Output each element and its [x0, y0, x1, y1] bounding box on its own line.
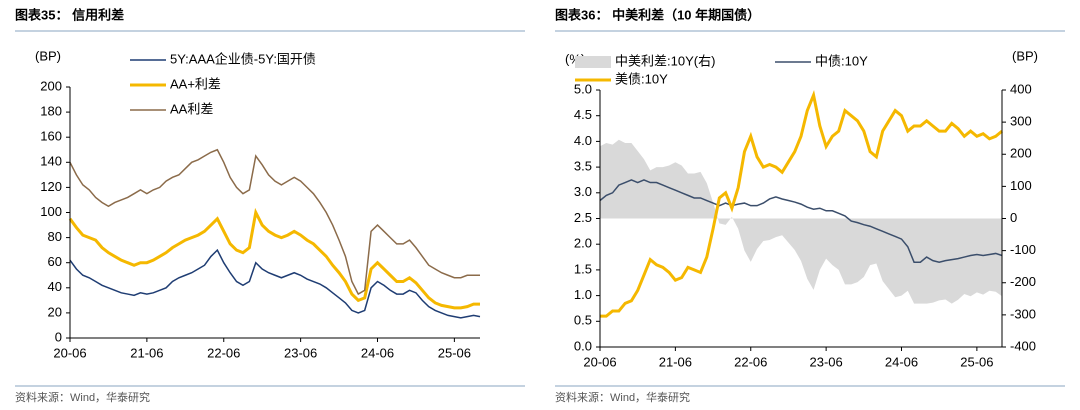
- y-axis-label: (BP): [35, 48, 61, 63]
- chart-title: 图表36： 中美利差（10 年期国债）: [555, 7, 760, 22]
- y-tick-label: 1.0: [574, 287, 592, 302]
- legend-label: 中债:10Y: [815, 53, 868, 68]
- y2-tick-label: -200: [1010, 274, 1036, 289]
- y2-tick-label: 300: [1010, 114, 1032, 129]
- area: [600, 139, 1002, 304]
- x-tick-label: 21-06: [130, 345, 163, 360]
- line: [68, 207, 480, 310]
- y2-tick-label: 0: [1010, 210, 1017, 225]
- y2-tick-label: 100: [1010, 178, 1032, 193]
- y-tick-label: 5.0: [574, 81, 592, 96]
- x-tick-label: 20-06: [583, 354, 616, 369]
- y2-axis-label: (BP): [1012, 48, 1038, 63]
- source: 资料来源：Wind，华泰研究: [15, 390, 150, 404]
- y2-tick-label: -400: [1010, 338, 1036, 353]
- y-tick-label: 40: [48, 279, 62, 294]
- source: 资料来源：Wind，华泰研究: [555, 390, 690, 404]
- line: [599, 179, 1003, 263]
- line: [600, 89, 1003, 318]
- legend-label: AA+利差: [170, 76, 221, 91]
- y-tick-label: 2.5: [574, 210, 592, 225]
- y-tick-label: 2.0: [574, 236, 592, 251]
- y2-tick-label: 400: [1010, 81, 1032, 96]
- y-tick-label: 200: [40, 78, 62, 93]
- y-tick-label: 3.0: [574, 184, 592, 199]
- y-tick-label: 0: [55, 329, 62, 344]
- legend-label: 美债:10Y: [615, 71, 668, 86]
- chart-title: 图表35： 信用利差: [15, 7, 124, 22]
- legend-label: AA利差: [170, 101, 213, 116]
- y-tick-label: 100: [40, 204, 62, 219]
- x-tick-label: 20-06: [53, 345, 86, 360]
- y-tick-label: 60: [48, 254, 62, 269]
- x-tick-label: 22-06: [734, 354, 767, 369]
- y-tick-label: 4.5: [574, 107, 592, 122]
- x-tick-label: 23-06: [810, 354, 843, 369]
- y2-tick-label: -100: [1010, 242, 1036, 257]
- x-tick-label: 24-06: [361, 345, 394, 360]
- x-tick-label: 25-06: [438, 345, 471, 360]
- y-tick-label: 0.5: [574, 313, 592, 328]
- x-tick-label: 23-06: [284, 345, 317, 360]
- y-tick-label: 140: [40, 154, 62, 169]
- legend-label: 5Y:AAA企业债-5Y:国开债: [170, 51, 316, 66]
- y-tick-label: 80: [48, 229, 62, 244]
- x-tick-label: 24-06: [885, 354, 918, 369]
- y-tick-label: 160: [40, 129, 62, 144]
- y2-tick-label: 200: [1010, 146, 1032, 161]
- y-tick-label: 120: [40, 179, 62, 194]
- x-tick-label: 22-06: [207, 345, 240, 360]
- line: [69, 248, 481, 319]
- line: [69, 148, 480, 296]
- y-tick-label: 20: [48, 304, 62, 319]
- x-tick-label: 21-06: [659, 354, 692, 369]
- legend-label: 中美利差:10Y(右): [615, 53, 715, 68]
- y-tick-label: 4.0: [574, 133, 592, 148]
- y-tick-label: 180: [40, 104, 62, 119]
- y2-tick-label: -300: [1010, 306, 1036, 321]
- x-tick-label: 25-06: [960, 354, 993, 369]
- y-tick-label: 3.5: [574, 159, 592, 174]
- y-tick-label: 0.0: [574, 338, 592, 353]
- y-tick-label: 1.5: [574, 261, 592, 276]
- legend-swatch: [575, 56, 611, 68]
